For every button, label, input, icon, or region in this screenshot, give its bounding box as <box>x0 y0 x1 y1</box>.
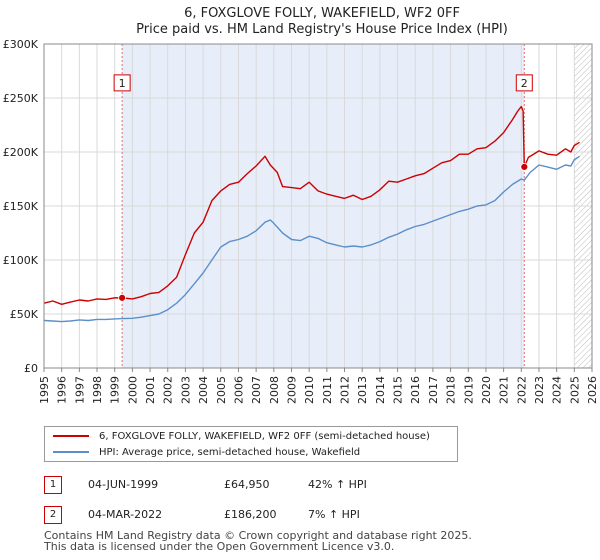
sale-row: 2 04-MAR-2022 £186,200 7% ↑ HPI <box>44 506 404 524</box>
sale-label-text: 2 <box>521 77 528 90</box>
footer-licence: This data is licensed under the Open Gov… <box>44 540 395 553</box>
sale-label-box <box>515 74 533 92</box>
sale-price: £64,950 <box>224 478 270 491</box>
x-tick-label: 2007 <box>250 376 263 404</box>
x-tick-label: 2022 <box>515 376 528 404</box>
x-tick-label: 2004 <box>197 376 210 404</box>
sale-point <box>520 163 529 171</box>
x-tick-label: 2002 <box>162 376 175 404</box>
x-tick-label: 2016 <box>409 376 422 404</box>
x-tick-label: 1997 <box>73 376 86 404</box>
x-tick-label: 2005 <box>215 376 228 404</box>
sale-label-text: 1 <box>119 77 126 90</box>
y-tick-label: £50K <box>10 308 39 321</box>
x-tick-label: 2008 <box>268 376 281 404</box>
sale-hpi-change: 7% ↑ HPI <box>308 508 360 521</box>
x-tick-label: 2013 <box>356 376 369 404</box>
x-tick-label: 2011 <box>321 376 334 404</box>
legend-item-property: 6, FOXGLOVE FOLLY, WAKEFIELD, WF2 0FF (s… <box>53 428 430 444</box>
x-tick-label: 2020 <box>480 376 493 404</box>
x-tick-label: 2023 <box>533 376 546 404</box>
x-tick-label: 2026 <box>586 376 599 404</box>
y-tick-label: £0 <box>24 362 38 375</box>
price-chart: 6, FOXGLOVE FOLLY, WAKEFIELD, WF2 0FF Pr… <box>3 6 599 404</box>
sale-number-badge: 2 <box>44 506 62 524</box>
x-tick-label: 2001 <box>144 376 157 404</box>
x-tick-label: 2025 <box>568 376 581 404</box>
x-tick-label: 2024 <box>551 376 564 404</box>
sale-date: 04-MAR-2022 <box>88 508 163 521</box>
hpi-series-line <box>43 155 580 323</box>
x-tick-label: 2014 <box>374 376 387 404</box>
legend: 6, FOXGLOVE FOLLY, WAKEFIELD, WF2 0FF (s… <box>44 426 458 462</box>
legend-label-property: 6, FOXGLOVE FOLLY, WAKEFIELD, WF2 0FF (s… <box>99 430 430 442</box>
sale-date: 04-JUN-1999 <box>88 478 159 491</box>
x-tick-label: 2021 <box>498 376 511 404</box>
plot-frame <box>43 43 593 369</box>
sale-hpi-change: 42% ↑ HPI <box>308 478 367 491</box>
footer-copyright: Contains HM Land Registry data © Crown c… <box>44 529 472 542</box>
footer: Contains HM Land Registry data © Crown c… <box>44 530 472 552</box>
x-tick-label: 2012 <box>339 376 352 404</box>
y-tick-label: £100K <box>3 254 39 267</box>
x-tick-label: 2017 <box>427 376 440 404</box>
x-tick-label: 1995 <box>38 376 51 404</box>
y-tick-label: £200K <box>3 146 39 159</box>
y-tick-label: £250K <box>3 92 39 105</box>
x-tick-label: 2010 <box>303 376 316 404</box>
x-tick-label: 2009 <box>285 376 298 404</box>
sale-number-badge: 1 <box>44 476 62 494</box>
y-tick-label: £300K <box>3 38 39 51</box>
sale-row: 1 04-JUN-1999 £64,950 42% ↑ HPI <box>44 476 404 494</box>
x-tick-label: 2003 <box>179 376 192 404</box>
sale-price: £186,200 <box>224 508 277 521</box>
legend-label-hpi: HPI: Average price, semi-detached house,… <box>99 446 361 458</box>
sale-point <box>118 293 127 302</box>
property-series-line <box>43 105 580 305</box>
x-tick-label: 2006 <box>232 376 245 404</box>
x-tick-label: 1998 <box>91 376 104 404</box>
x-tick-label: 2000 <box>126 376 139 404</box>
x-tick-label: 2019 <box>462 376 475 404</box>
legend-swatch-property <box>53 435 89 437</box>
y-tick-label: £150K <box>3 200 39 213</box>
x-tick-label: 1996 <box>56 376 69 404</box>
x-tick-label: 2018 <box>445 376 458 404</box>
x-tick-label: 1999 <box>109 376 122 404</box>
legend-item-hpi: HPI: Average price, semi-detached house,… <box>53 444 360 460</box>
chart-subtitle: Price paid vs. HM Land Registry's House … <box>136 22 508 37</box>
legend-swatch-hpi <box>53 451 89 453</box>
chart-title: 6, FOXGLOVE FOLLY, WAKEFIELD, WF2 0FF <box>184 6 460 21</box>
x-tick-label: 2015 <box>392 376 405 404</box>
sale-label-box <box>113 74 131 92</box>
